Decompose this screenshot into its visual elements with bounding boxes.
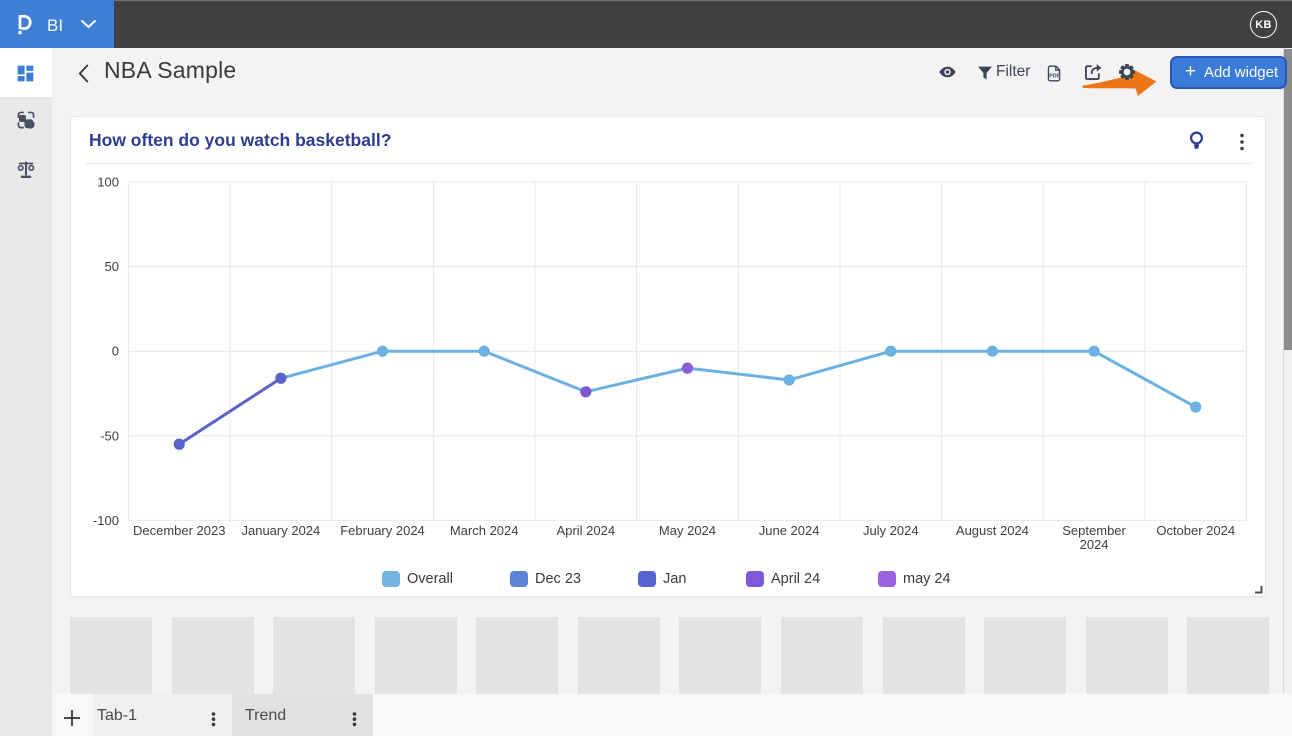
svg-text:August 2024: August 2024 [956,523,1029,538]
svg-text:BI: BI [47,16,63,35]
svg-text:July 2024: July 2024 [863,523,919,538]
svg-text:May 2024: May 2024 [659,523,716,538]
svg-text:-100: -100 [93,513,119,528]
svg-text:April 2024: April 2024 [557,523,616,538]
svg-text:February 2024: February 2024 [340,523,425,538]
svg-text:100: 100 [97,175,119,190]
svg-text:January 2024: January 2024 [241,523,320,538]
svg-text:50: 50 [105,259,119,274]
svg-text:2024: 2024 [1080,537,1109,552]
svg-text:-50: -50 [100,428,119,443]
svg-text:June 2024: June 2024 [759,523,820,538]
svg-text:December 2023: December 2023 [133,523,226,538]
svg-text:PDF: PDF [1049,74,1060,80]
svg-text:March 2024: March 2024 [450,523,519,538]
svg-text:0: 0 [112,344,119,359]
svg-text:October 2024: October 2024 [1156,523,1235,538]
svg-text:September: September [1062,523,1126,538]
